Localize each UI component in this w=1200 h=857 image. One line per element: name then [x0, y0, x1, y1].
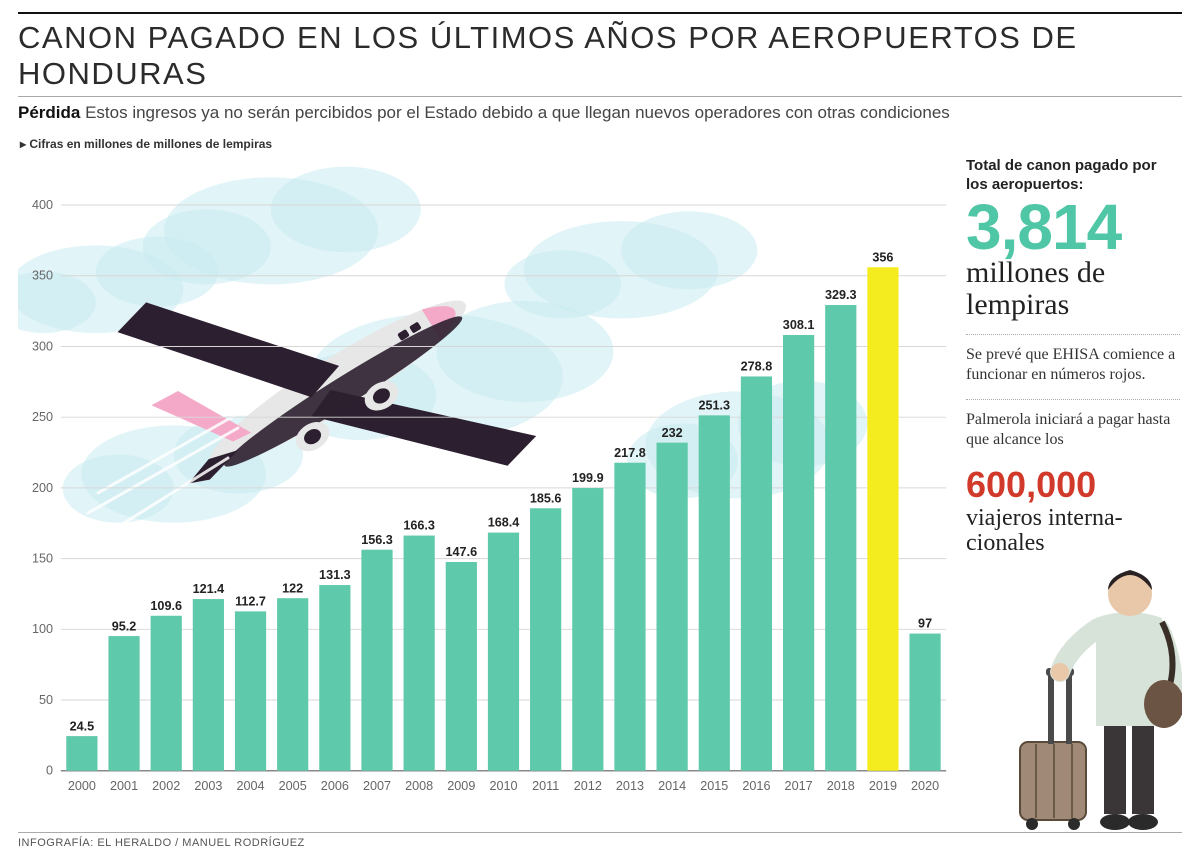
svg-text:112.7: 112.7 [235, 595, 266, 609]
svg-text:109.6: 109.6 [150, 599, 182, 613]
svg-text:2013: 2013 [616, 779, 644, 793]
subtitle-bold: Pérdida [18, 103, 80, 122]
bar-chart: 0 50 100 150 200 250 300 350 400 24.5 95.2 109.6 12… [18, 153, 952, 832]
svg-text:2003: 2003 [194, 779, 222, 793]
bar-chart-svg: 0 50 100 150 200 250 300 350 400 24.5 95.2 109.6 12… [18, 153, 952, 832]
bar-2003 [193, 599, 224, 771]
bar-2012 [572, 488, 603, 771]
bar-2000 [66, 736, 97, 771]
bar-2015 [699, 415, 730, 770]
bar-2017 [783, 335, 814, 771]
page-title: CANON PAGADO EN LOS ÚLTIMOS AÑOS POR AER… [18, 14, 1182, 96]
bar-2014 [657, 443, 688, 771]
svg-text:2008: 2008 [405, 779, 433, 793]
bar-2018 [825, 305, 856, 771]
svg-text:0: 0 [46, 764, 53, 778]
subtitle: Pérdida Estos ingresos ya no serán perci… [18, 96, 1182, 131]
svg-text:232: 232 [662, 426, 683, 440]
bar-2010 [488, 533, 519, 771]
subtitle-rest: Estos ingresos ya no serán percibidos po… [80, 103, 949, 122]
bar-2020 [909, 634, 940, 771]
svg-text:329.3: 329.3 [825, 288, 857, 302]
svg-text:2019: 2019 [869, 779, 897, 793]
svg-text:121.4: 121.4 [193, 582, 225, 596]
svg-text:150: 150 [32, 552, 53, 566]
svg-text:2010: 2010 [489, 779, 517, 793]
bar-2011 [530, 508, 561, 770]
svg-text:250: 250 [32, 410, 53, 424]
sidebar: Total de canon pagado por los aeropuerto… [962, 153, 1182, 832]
svg-text:168.4: 168.4 [488, 516, 520, 530]
bar-2008 [404, 536, 435, 771]
bar-2013 [614, 463, 645, 771]
svg-text:2000: 2000 [68, 779, 96, 793]
units-note: ▸ Cifras en millones de millones de lemp… [18, 131, 1182, 153]
bar-2019 [867, 267, 898, 770]
footer-credit: INFOGRAFÍA: EL HERALDO / MANUEL RODRÍGUE… [18, 832, 1182, 849]
note-ehisa: Se prevé que EHISA comience a funcionar … [966, 334, 1180, 385]
svg-text:156.3: 156.3 [361, 533, 393, 547]
bar-2005 [277, 598, 308, 771]
svg-text:2012: 2012 [574, 779, 602, 793]
svg-text:50: 50 [39, 693, 53, 707]
note-palmerola: Palmerola iniciará a pagar hasta que alc… [966, 399, 1180, 450]
svg-text:2001: 2001 [110, 779, 138, 793]
bar-2002 [151, 616, 182, 771]
svg-text:2009: 2009 [447, 779, 475, 793]
svg-text:2007: 2007 [363, 779, 391, 793]
bar-2007 [361, 550, 392, 771]
svg-text:2015: 2015 [700, 779, 728, 793]
svg-text:100: 100 [32, 622, 53, 636]
svg-text:95.2: 95.2 [112, 619, 137, 633]
svg-text:278.8: 278.8 [741, 360, 773, 374]
svg-text:200: 200 [32, 481, 53, 495]
traveler-icon [1012, 552, 1182, 832]
svg-text:131.3: 131.3 [319, 568, 351, 582]
total-label: Total de canon pagado por los aeropuerto… [966, 157, 1180, 195]
bar-2006 [319, 585, 350, 771]
svg-text:2016: 2016 [742, 779, 770, 793]
svg-text:300: 300 [32, 339, 53, 353]
svg-text:2014: 2014 [658, 779, 686, 793]
svg-text:2017: 2017 [785, 779, 813, 793]
svg-text:2018: 2018 [827, 779, 855, 793]
svg-text:350: 350 [32, 269, 53, 283]
svg-text:2006: 2006 [321, 779, 349, 793]
bar-2004 [235, 611, 266, 770]
total-unit: millones de lempiras [966, 257, 1180, 320]
svg-text:24.5: 24.5 [70, 719, 95, 733]
svg-text:199.9: 199.9 [572, 471, 604, 485]
travelers-unit: viajeros interna- cionales [966, 506, 1180, 556]
svg-text:217.8: 217.8 [614, 446, 646, 460]
travelers-value: 600,000 [966, 464, 1180, 506]
bar-2001 [108, 636, 139, 771]
bar-2016 [741, 376, 772, 770]
svg-text:251.3: 251.3 [698, 399, 730, 413]
svg-text:356: 356 [872, 250, 893, 264]
svg-text:97: 97 [918, 617, 932, 631]
svg-text:2004: 2004 [236, 779, 264, 793]
bar-2009 [446, 562, 477, 771]
svg-text:166.3: 166.3 [403, 519, 435, 533]
svg-text:185.6: 185.6 [530, 491, 562, 505]
svg-text:308.1: 308.1 [783, 318, 815, 332]
svg-text:2020: 2020 [911, 779, 939, 793]
svg-text:2011: 2011 [532, 779, 559, 793]
svg-text:2002: 2002 [152, 779, 180, 793]
svg-text:122: 122 [282, 581, 303, 595]
svg-text:400: 400 [32, 198, 53, 212]
svg-text:2005: 2005 [279, 779, 307, 793]
total-value: 3,814 [966, 197, 1180, 258]
svg-text:147.6: 147.6 [446, 545, 478, 559]
